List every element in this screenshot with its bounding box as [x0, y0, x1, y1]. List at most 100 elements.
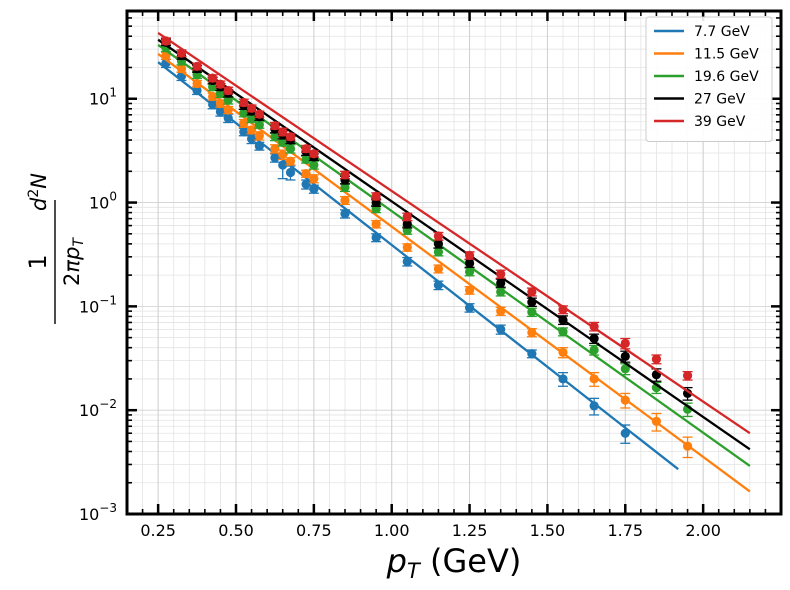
- data-point: [285, 132, 296, 142]
- data-point: [402, 219, 412, 229]
- x-tick-label: 1.75: [607, 521, 643, 540]
- data-point: [558, 305, 568, 315]
- fit-line: [157, 38, 751, 451]
- data-point: [402, 212, 412, 222]
- data-point: [309, 174, 319, 184]
- data-point: [496, 306, 506, 316]
- data-point: [589, 374, 599, 384]
- data-point: [496, 269, 506, 279]
- data-point: [682, 388, 693, 399]
- data-point: [278, 149, 288, 160]
- data-point: [433, 239, 444, 249]
- data-point: [215, 79, 226, 89]
- data-point: [285, 144, 296, 154]
- data-point: [527, 307, 537, 317]
- y-tick-label: 10−1: [79, 293, 117, 316]
- data-point: [239, 127, 249, 137]
- series-layer: [157, 32, 751, 493]
- data-point: [496, 324, 506, 334]
- data-point: [682, 441, 693, 451]
- data-point: [589, 345, 599, 355]
- data-point: [682, 371, 693, 381]
- data-point: [176, 48, 187, 58]
- data-point: [301, 169, 311, 179]
- data-point: [246, 103, 257, 113]
- legend: 7.7 GeV 11.5 GeV 19.6 GeV 27 GeV 39 GeV: [645, 16, 773, 142]
- data-point: [527, 297, 537, 307]
- data-point: [589, 401, 599, 411]
- data-point: [301, 154, 311, 165]
- data-point: [270, 121, 280, 131]
- data-point: [223, 95, 233, 105]
- data-point: [215, 98, 226, 109]
- x-tick-label: 0.50: [218, 521, 254, 540]
- y-tick-label: 10−3: [79, 501, 117, 524]
- data-point: [496, 278, 506, 288]
- x-tick-label: 2.00: [685, 521, 721, 540]
- data-point: [246, 114, 257, 124]
- data-point: [340, 182, 350, 192]
- data-point: [620, 338, 630, 348]
- data-point: [464, 267, 475, 277]
- data-point: [309, 160, 319, 170]
- data-point: [496, 287, 506, 297]
- data-point: [527, 287, 537, 297]
- data-point: [254, 120, 264, 130]
- data-point: [402, 242, 412, 252]
- data-point: [208, 73, 218, 83]
- data-point: [464, 250, 475, 260]
- data-point: [192, 78, 202, 89]
- x-tick-label: 1.25: [452, 521, 488, 540]
- legend-label: 39 GeV: [694, 114, 746, 130]
- data-point: [433, 264, 444, 274]
- data-point: [278, 137, 288, 147]
- data-point: [254, 109, 264, 119]
- data-point: [433, 231, 444, 241]
- data-point: [208, 91, 218, 102]
- data-point: [527, 327, 537, 338]
- legend-label: 11.5 GeV: [694, 47, 759, 63]
- svg-text:2πpT: 2πpT: [60, 237, 87, 286]
- y-tick-label: 101: [89, 86, 117, 109]
- legend-label: 27 GeV: [694, 92, 746, 108]
- data-point: [340, 195, 350, 205]
- data-point: [558, 327, 568, 337]
- series-39-gev: [157, 32, 751, 435]
- svg-text:d2N: d2N: [26, 173, 51, 211]
- data-point: [192, 85, 202, 96]
- data-point: [620, 364, 630, 374]
- data-point: [239, 108, 249, 118]
- data-point: [254, 141, 264, 151]
- data-point: [620, 395, 630, 405]
- data-point: [301, 144, 311, 154]
- data-point: [254, 131, 264, 141]
- x-tick-label: 1.50: [530, 521, 566, 540]
- data-point: [558, 315, 568, 325]
- data-point: [371, 219, 381, 229]
- x-tick-label: 1.00: [374, 521, 410, 540]
- data-point: [371, 191, 381, 201]
- data-point: [270, 144, 280, 154]
- data-point: [309, 149, 319, 159]
- data-point: [651, 416, 662, 426]
- data-point: [176, 64, 187, 74]
- data-point: [527, 349, 537, 359]
- data-point: [223, 85, 233, 96]
- data-point: [239, 97, 249, 108]
- data-point: [340, 209, 350, 219]
- x-tick-label: 0.25: [140, 521, 176, 540]
- legend-label: 7.7 GeV: [694, 24, 750, 40]
- data-point: [464, 285, 475, 295]
- data-point: [558, 374, 568, 384]
- data-point: [589, 321, 599, 332]
- data-point: [208, 82, 218, 92]
- data-point: [340, 170, 350, 180]
- fit-line: [157, 32, 751, 435]
- data-point: [246, 125, 257, 135]
- data-point: [278, 160, 288, 170]
- data-point: [620, 428, 630, 438]
- data-point: [285, 156, 296, 166]
- data-point: [433, 247, 444, 257]
- data-point: [270, 153, 280, 163]
